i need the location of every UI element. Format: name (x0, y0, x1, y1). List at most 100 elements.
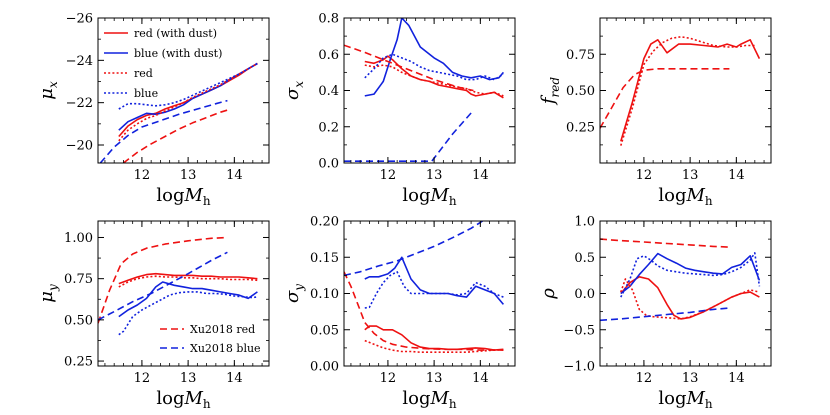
series-line-xu2018-red (344, 44, 474, 92)
panel-rho: 12 13 14 −1.0 −0.5 0.0 0.5 1.0 logMh ρ (538, 215, 772, 411)
series-group (344, 18, 505, 162)
y-tick-label: 0.15 (310, 251, 339, 266)
series-line-red (118, 62, 258, 142)
y-tick-label: −1.0 (563, 360, 595, 375)
x-tick-label: 14 (728, 168, 745, 183)
series-line-xu2018-red (600, 238, 730, 248)
legend-entry-label: red (with dust) (134, 27, 217, 40)
y-tick-label: −26 (66, 12, 93, 27)
series-line-blue-with-dust- (118, 281, 258, 318)
series-line-blue-with-dust- (364, 18, 505, 97)
y-tick-label: 0.2 (318, 120, 339, 135)
series-line-red-with-dust- (364, 325, 504, 351)
y-tick-label: 0.50 (64, 313, 93, 328)
y-tick-label: 0.5 (574, 251, 595, 266)
series-line-red-with-dust- (620, 39, 761, 142)
axes-frame (97, 17, 270, 164)
axes-frame (343, 17, 516, 164)
y-tick-label: 1.0 (574, 215, 595, 230)
x-tick-label: 14 (472, 168, 489, 183)
series-line-xu2018-blue (98, 251, 228, 321)
legend-entry-label: blue (with dust) (134, 47, 222, 60)
y-tick-label: 0.50 (566, 84, 595, 99)
y-tick-label: −0.5 (563, 323, 595, 338)
series-line-blue (620, 252, 761, 298)
x-axis-label: logMh (156, 388, 211, 411)
y-axis-label: σx (282, 81, 306, 100)
x-axis-label: logMh (156, 185, 211, 208)
x-tick-label: 14 (728, 371, 745, 386)
x-tick-label: 13 (682, 168, 699, 183)
series-group (600, 36, 761, 146)
y-axis-label: σy (282, 284, 306, 303)
x-tick-label: 12 (134, 168, 151, 183)
x-tick-label: 12 (636, 371, 653, 386)
x-tick-label: 13 (426, 371, 443, 386)
x-axis-label: logMh (402, 185, 457, 208)
panel-mu_x: 12 13 14 −20 −22 −24 −26 logMh μx red (with dust)… (36, 12, 270, 208)
series-group (600, 238, 761, 322)
y-tick-label: 0.6 (318, 48, 339, 63)
y-tick-label: 0.10 (310, 287, 339, 302)
y-tick-label: 0.05 (310, 323, 339, 338)
x-axis-label: logMh (402, 388, 457, 411)
x-axis-label: logMh (658, 388, 713, 411)
legend: Xu2018 red Xu2018 blue (160, 323, 261, 355)
y-tick-label: −22 (66, 96, 93, 111)
series-line-blue (118, 62, 258, 110)
series-line-red-with-dust- (620, 276, 760, 320)
x-tick-label: 12 (380, 168, 397, 183)
y-tick-label: 0.00 (310, 360, 339, 375)
y-axis-label: μx (36, 81, 60, 100)
axes-frame (97, 220, 270, 367)
series-group (98, 236, 258, 336)
series-line-red (620, 36, 755, 146)
series-line-red (620, 278, 760, 320)
series-group (99, 62, 258, 163)
y-tick-label: −24 (66, 54, 93, 69)
y-tick-label: −20 (66, 139, 93, 154)
series-line-red (364, 64, 504, 97)
legend-entry-label: Xu2018 red (190, 323, 255, 336)
series-line-blue-with-dust- (364, 256, 505, 305)
y-tick-label: 0.75 (64, 272, 93, 287)
legend-entry-label: Xu2018 blue (190, 342, 261, 355)
y-axis-label: fred (538, 77, 562, 107)
series-line-xu2018-red (600, 68, 730, 129)
x-tick-label: 12 (134, 371, 151, 386)
legend-entry-label: red (134, 67, 153, 80)
x-tick-label: 13 (426, 168, 443, 183)
x-tick-label: 14 (472, 371, 489, 386)
panel-sigma_x: 12 13 14 0.0 0.2 0.4 0.6 0.8 logMh σx (282, 12, 516, 208)
y-axis-label: μy (36, 284, 60, 303)
x-tick-label: 13 (180, 168, 197, 183)
x-tick-label: 13 (682, 371, 699, 386)
legend-entry-label: blue (134, 87, 158, 100)
series-line-xu2018-blue (99, 99, 228, 163)
x-tick-label: 12 (636, 168, 653, 183)
series-line-blue (118, 291, 258, 336)
y-tick-label: 0.0 (318, 157, 339, 172)
series-line-xu2018-blue (344, 221, 484, 277)
series-line-blue-with-dust- (620, 252, 761, 295)
y-axis-label: ρ (538, 288, 559, 300)
axes-frame (599, 17, 772, 164)
series-line-xu2018-red (98, 236, 228, 324)
series-line-xu2018-blue (600, 307, 730, 322)
x-tick-label: 12 (380, 371, 397, 386)
panel-sigma_y: 12 13 14 0.00 0.05 0.10 0.15 0.20 logMh σy (282, 215, 516, 411)
y-tick-label: 1.00 (64, 231, 93, 246)
series-line-xu2018-red (344, 271, 504, 351)
y-tick-label: 0.8 (318, 12, 339, 27)
x-tick-label: 13 (180, 371, 197, 386)
y-tick-label: 0.20 (310, 215, 339, 230)
y-tick-label: 0.25 (64, 355, 93, 370)
series-line-blue (364, 271, 504, 309)
series-line-xu2018-blue (344, 109, 475, 162)
y-tick-label: 0.25 (566, 120, 595, 135)
x-axis-label: logMh (658, 185, 713, 208)
series-line-xu2018-red (122, 109, 228, 163)
series-line-red (118, 275, 258, 288)
